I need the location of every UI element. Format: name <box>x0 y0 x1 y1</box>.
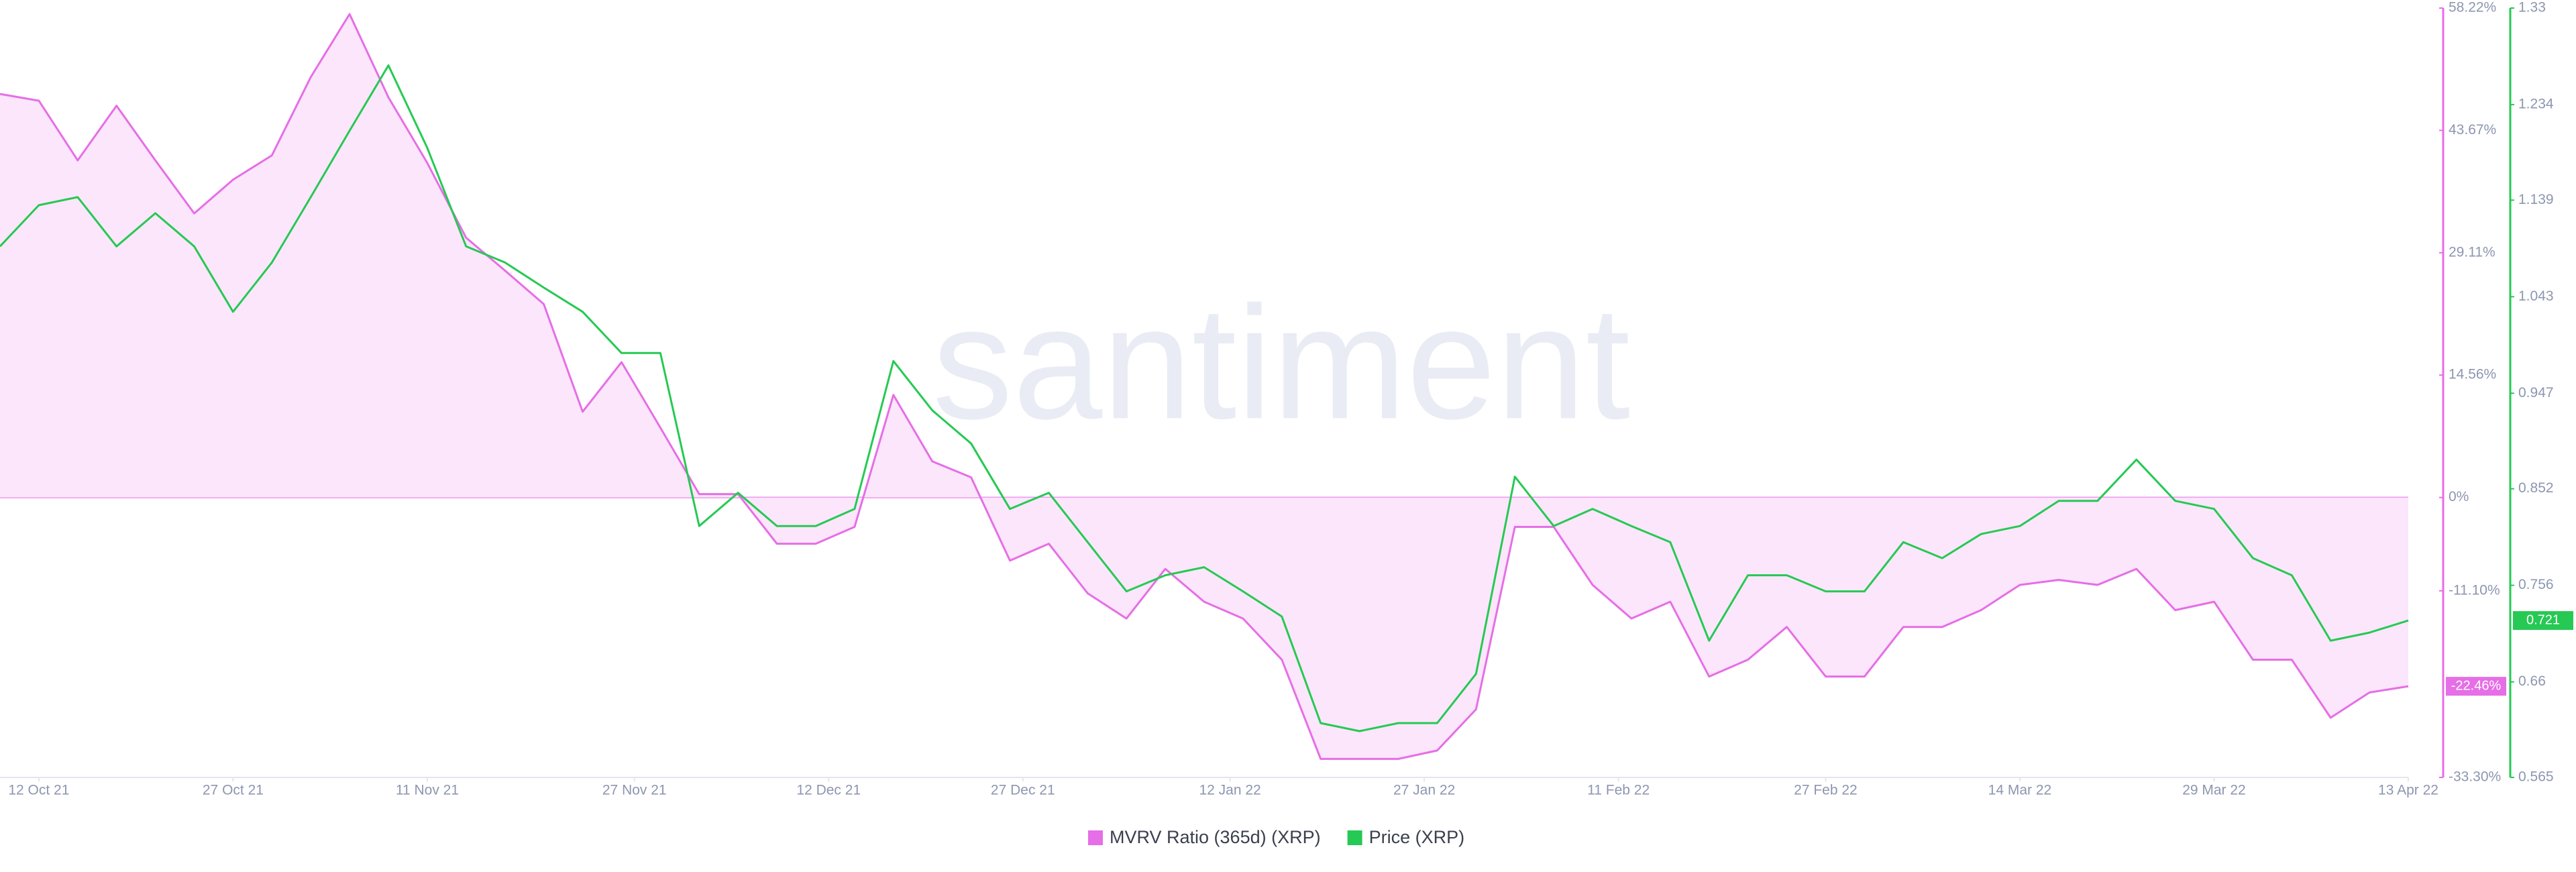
legend-swatch <box>1347 830 1362 845</box>
y2-tick-label: 1.234 <box>2518 96 2554 111</box>
y-tick-label: 14.56% <box>2449 367 2496 382</box>
last-value-badge <box>2513 611 2573 631</box>
y-tick-label: 29.11% <box>2449 244 2496 260</box>
last-value-badge <box>2446 677 2506 696</box>
y2-tick-label: 1.043 <box>2518 288 2554 304</box>
x-tick-label: 27 Oct 21 <box>203 783 264 798</box>
legend-swatch <box>1088 830 1103 845</box>
x-tick-label: 27 Feb 22 <box>1794 783 1858 798</box>
legend-label: MVRV Ratio (365d) (XRP) <box>1110 827 1321 847</box>
y-tick-label: -33.30% <box>2449 769 2501 785</box>
y-tick-label: -11.10% <box>2449 582 2500 598</box>
series-line <box>0 13 2409 760</box>
y2-tick-label: 0.565 <box>2518 769 2554 785</box>
last-value-label: -22.46% <box>2451 678 2502 693</box>
y2-tick-label: 1.139 <box>2518 192 2554 207</box>
area <box>0 14 2408 759</box>
legend-label: Price (XRP) <box>1369 827 1465 847</box>
x-tick-label: 11 Feb 22 <box>1587 783 1650 798</box>
x-tick-label: 29 Mar 22 <box>2182 783 2246 798</box>
series-line <box>0 64 2409 732</box>
y-tick-label: 43.67% <box>2449 122 2496 138</box>
x-tick-label: 12 Dec 21 <box>796 783 861 798</box>
x-tick-label: 27 Nov 21 <box>602 783 667 798</box>
y2-tick-label: 1.33 <box>2518 0 2546 15</box>
y2-tick-label: 0.66 <box>2518 673 2546 689</box>
x-tick-label: 11 Nov 21 <box>396 783 459 798</box>
y-tick-label: 0% <box>2449 489 2469 504</box>
x-tick-label: 12 Jan 22 <box>1199 783 1260 798</box>
x-tick-label: 12 Oct 21 <box>8 783 69 798</box>
last-value-label: 0.721 <box>2526 612 2560 627</box>
watermark: santiment <box>932 272 1631 452</box>
y2-tick-label: 0.947 <box>2518 385 2554 400</box>
y-tick-label: 58.22% <box>2449 0 2496 15</box>
y2-tick-label: 0.756 <box>2518 577 2554 592</box>
x-tick-label: 27 Jan 22 <box>1393 783 1455 798</box>
x-tick-label: 14 Mar 22 <box>1988 783 2052 798</box>
y2-tick-label: 0.852 <box>2518 480 2554 496</box>
x-tick-label: 27 Dec 21 <box>991 783 1055 798</box>
x-tick-label: 13 Apr 22 <box>2378 783 2438 798</box>
